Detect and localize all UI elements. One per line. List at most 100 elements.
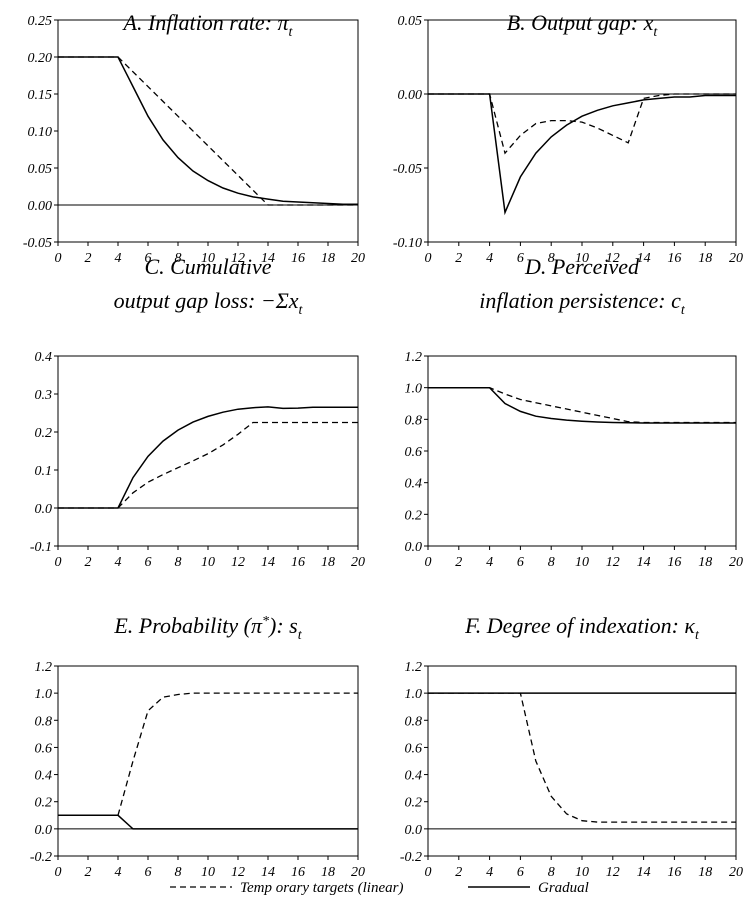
title-text: F. Degree of indexation: κ bbox=[464, 613, 695, 638]
x-tick-label: 18 bbox=[321, 251, 335, 266]
x-tick-label: 16 bbox=[667, 555, 681, 570]
y-tick-label: 0.00 bbox=[398, 88, 423, 103]
title-subscript: t bbox=[289, 25, 294, 40]
y-tick-label: 0.4 bbox=[405, 477, 423, 492]
y-tick-label: 0.4 bbox=[35, 769, 53, 784]
x-tick-label: 16 bbox=[291, 865, 305, 880]
x-tick-label: 8 bbox=[548, 555, 555, 570]
x-tick-label: 12 bbox=[606, 865, 620, 880]
x-tick-label: 10 bbox=[575, 555, 589, 570]
panel-d-title: D. Perceived bbox=[524, 254, 640, 279]
y-tick-label: 0.8 bbox=[35, 714, 53, 729]
x-tick-label: 6 bbox=[517, 865, 524, 880]
x-tick-label: 8 bbox=[175, 555, 182, 570]
title-text: A. Inflation rate: π bbox=[122, 10, 290, 35]
panel-f-title: F. Degree of indexation: κt bbox=[464, 613, 700, 643]
y-tick-label: 0.6 bbox=[405, 741, 423, 756]
title-superscript: * bbox=[262, 614, 269, 629]
y-tick-label: 0.0 bbox=[405, 823, 423, 838]
panel-c: C. Cumulative output gap loss: −Σxt 0.4 0.3… bbox=[30, 254, 365, 570]
x-tick-label: 2 bbox=[85, 251, 92, 266]
title-text: E. Probability (π bbox=[113, 613, 263, 638]
y-tick-label: 0.05 bbox=[398, 14, 423, 29]
x-tick-label: 20 bbox=[351, 555, 365, 570]
x-tick-label: 10 bbox=[575, 251, 589, 266]
x-tick-label: 4 bbox=[115, 865, 122, 880]
series-gradual-line bbox=[58, 814, 358, 830]
panel-b: B. Output gap: xt 0.05 0.00 -0.05 -0.100 2 4 6 8… bbox=[393, 10, 743, 266]
series-gradual-line bbox=[58, 56, 358, 206]
title-subscript: t bbox=[298, 628, 303, 643]
x-tick-label: 20 bbox=[351, 865, 365, 880]
x-tick-label: 2 bbox=[85, 555, 92, 570]
y-tick-label: 0.6 bbox=[405, 445, 423, 460]
y-tick-label: -0.05 bbox=[23, 236, 52, 251]
x-tick-label: 16 bbox=[291, 555, 305, 570]
series-temporary-targets-line bbox=[58, 692, 358, 816]
x-tick-label: 14 bbox=[261, 555, 275, 570]
x-tick-label: 8 bbox=[548, 865, 555, 880]
series-temporary-targets-line bbox=[58, 56, 358, 206]
series-temporary-targets-line bbox=[428, 692, 736, 823]
y-tick-label: 1.0 bbox=[35, 687, 53, 702]
panel-b-title: B. Output gap: xt bbox=[507, 10, 659, 40]
x-tick-label: 18 bbox=[321, 865, 335, 880]
x-tick-label: 0 bbox=[55, 251, 62, 266]
y-tick-label: 0.0 bbox=[35, 502, 53, 517]
x-tick-label: 4 bbox=[115, 251, 122, 266]
y-tick-label: 0.1 bbox=[35, 464, 53, 479]
x-tick-label: 18 bbox=[698, 251, 712, 266]
y-tick-label: -0.2 bbox=[400, 850, 422, 865]
x-tick-label: 20 bbox=[729, 865, 743, 880]
panel-a-title: A. Inflation rate: πt bbox=[122, 10, 294, 40]
x-tick-label: 2 bbox=[85, 865, 92, 880]
panel-f: F. Degree of indexation: κt 1.2 1.0 0.8 0.6 0… bbox=[400, 613, 743, 880]
x-tick-label: 8 bbox=[175, 865, 182, 880]
title-text-mid: ): s bbox=[267, 613, 298, 638]
x-tick-label: 2 bbox=[455, 865, 462, 880]
x-tick-label: 18 bbox=[698, 555, 712, 570]
y-tick-label: 0.00 bbox=[28, 199, 53, 214]
y-tick-label: -0.05 bbox=[393, 162, 422, 177]
y-tick-label: 1.0 bbox=[405, 382, 423, 397]
y-tick-label: 0.15 bbox=[28, 88, 53, 103]
x-tick-label: 4 bbox=[486, 865, 493, 880]
title-text: C. Cumulative bbox=[144, 254, 271, 279]
x-tick-label: 0 bbox=[55, 555, 62, 570]
panel-c-title-line2: output gap loss: −Σxt bbox=[114, 288, 304, 318]
y-tick-label: 1.0 bbox=[405, 687, 423, 702]
panel-f-frame bbox=[427, 665, 737, 857]
x-tick-label: 0 bbox=[425, 555, 432, 570]
panel-e-frame bbox=[57, 665, 359, 857]
panel-d: D. Perceived inflation persistence: ct 1.2… bbox=[405, 254, 744, 570]
y-tick-label: 0.4 bbox=[35, 350, 53, 365]
series-gradual-line bbox=[428, 386, 736, 424]
x-tick-label: 20 bbox=[729, 555, 743, 570]
x-tick-label: 6 bbox=[145, 865, 152, 880]
title-subscript: t bbox=[681, 303, 686, 318]
title-subscript: t bbox=[695, 628, 700, 643]
x-tick-label: 20 bbox=[729, 251, 743, 266]
y-tick-label: 0.2 bbox=[35, 426, 53, 441]
y-tick-label: 0.10 bbox=[28, 125, 53, 140]
y-tick-label: 0.0 bbox=[35, 823, 53, 838]
y-tick-label: 0.2 bbox=[405, 508, 423, 523]
series-gradual-line bbox=[58, 406, 358, 509]
x-tick-label: 10 bbox=[201, 555, 215, 570]
title-text: output gap loss: −Σx bbox=[114, 288, 299, 313]
x-tick-label: 4 bbox=[115, 555, 122, 570]
x-tick-label: 14 bbox=[261, 865, 275, 880]
x-tick-label: 8 bbox=[548, 251, 555, 266]
y-tick-label: 1.2 bbox=[405, 350, 423, 365]
x-tick-label: 18 bbox=[698, 865, 712, 880]
x-tick-label: 10 bbox=[575, 865, 589, 880]
panel-a-frame bbox=[57, 19, 359, 243]
x-tick-label: 2 bbox=[455, 251, 462, 266]
x-tick-label: 2 bbox=[455, 555, 462, 570]
series-temporary-targets-line bbox=[428, 93, 736, 155]
panel-c-frame bbox=[57, 355, 359, 547]
series-gradual-line bbox=[428, 93, 736, 216]
x-tick-label: 14 bbox=[261, 251, 275, 266]
y-tick-label: 0.4 bbox=[405, 769, 423, 784]
